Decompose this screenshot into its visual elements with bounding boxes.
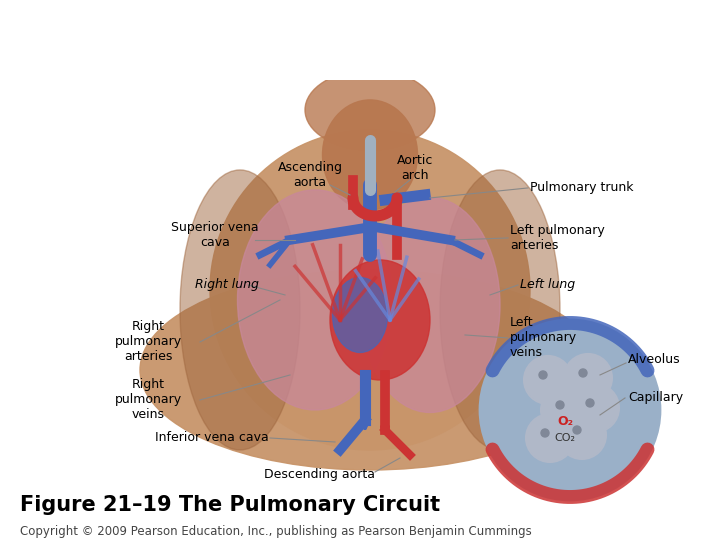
Ellipse shape <box>238 190 392 410</box>
Ellipse shape <box>360 198 500 413</box>
Ellipse shape <box>180 170 300 450</box>
Text: Aortic
arch: Aortic arch <box>397 154 433 182</box>
Circle shape <box>571 384 619 432</box>
Ellipse shape <box>305 70 435 150</box>
Ellipse shape <box>333 278 387 353</box>
Text: Right
pulmonary
arteries: Right pulmonary arteries <box>114 320 181 363</box>
Text: Inferior vena cava: Inferior vena cava <box>155 431 269 444</box>
Text: Left
pulmonary
veins: Left pulmonary veins <box>510 316 577 360</box>
Text: Left lung: Left lung <box>520 279 575 292</box>
Text: Ascending
aorta: Ascending aorta <box>277 161 343 189</box>
Text: Left pulmonary
arteries: Left pulmonary arteries <box>510 224 605 252</box>
Ellipse shape <box>323 100 418 210</box>
Text: Superior vena
cava: Superior vena cava <box>171 221 258 249</box>
Ellipse shape <box>440 170 560 450</box>
Text: Descending aorta: Descending aorta <box>264 469 376 482</box>
Text: Copyright © 2009 Pearson Education, Inc., publishing as Pearson Benjamin Cumming: Copyright © 2009 Pearson Education, Inc.… <box>20 525 532 538</box>
Text: The Pulmonary Circuit: The Pulmonary Circuit <box>64 17 656 63</box>
Circle shape <box>541 429 549 437</box>
Text: Capillary: Capillary <box>628 392 683 404</box>
Text: O₂: O₂ <box>557 415 573 428</box>
Circle shape <box>586 399 594 407</box>
Text: Alveolus: Alveolus <box>628 354 680 367</box>
Ellipse shape <box>210 130 530 450</box>
Ellipse shape <box>140 270 600 470</box>
Text: CO₂: CO₂ <box>554 433 575 443</box>
Text: Pulmonary trunk: Pulmonary trunk <box>530 181 634 194</box>
Text: Right
pulmonary
veins: Right pulmonary veins <box>114 379 181 422</box>
Text: Right lung: Right lung <box>195 279 259 292</box>
Circle shape <box>539 371 547 379</box>
Circle shape <box>556 401 564 409</box>
Circle shape <box>564 354 612 402</box>
Circle shape <box>579 369 587 377</box>
Circle shape <box>480 320 660 500</box>
Circle shape <box>573 426 581 434</box>
Circle shape <box>558 411 606 459</box>
Circle shape <box>526 414 574 462</box>
Circle shape <box>524 356 572 404</box>
Ellipse shape <box>330 260 430 380</box>
Circle shape <box>541 386 589 434</box>
Text: Figure 21–19 The Pulmonary Circuit: Figure 21–19 The Pulmonary Circuit <box>20 495 440 515</box>
